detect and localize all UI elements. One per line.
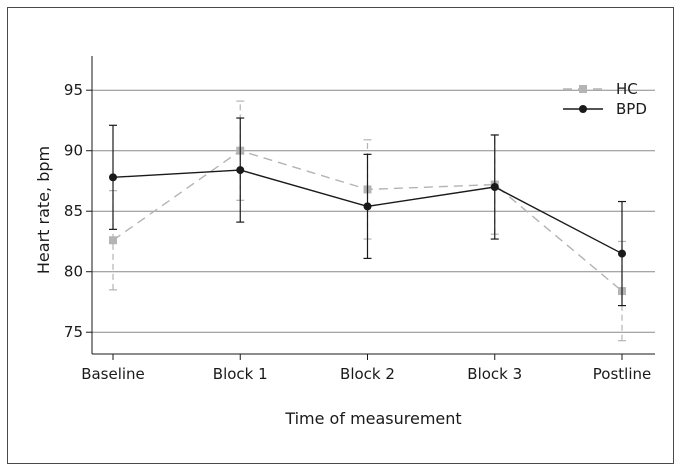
series-layer — [109, 100, 626, 342]
legend-label-bpd: BPD — [616, 100, 647, 118]
y-axis-title: Heart rate, bpm — [34, 146, 53, 274]
x-tick-label: Baseline — [81, 365, 145, 383]
y-tick-label: 75 — [64, 323, 83, 341]
data-point — [618, 249, 626, 258]
legend-marker-hc — [579, 85, 587, 93]
legend-label-hc: HC — [616, 80, 638, 98]
axes: 75 80 85 90 95 Baseline Block 1 Block 2 Block 3 P… — [64, 56, 655, 383]
x-axis-title: Time of measurement — [284, 409, 461, 428]
y-tick-label: 80 — [64, 263, 83, 281]
data-point — [109, 173, 117, 182]
series-bpd — [109, 117, 626, 307]
x-tick-label: Block 2 — [340, 365, 395, 383]
gridlines — [92, 89, 655, 333]
data-point — [109, 236, 117, 245]
y-tick-label: 90 — [64, 142, 83, 160]
chart-frame — [7, 7, 674, 464]
legend: HC BPD — [563, 80, 647, 118]
data-point — [236, 166, 245, 175]
data-point — [490, 183, 499, 192]
data-point — [363, 202, 372, 211]
y-tick-label: 95 — [64, 81, 83, 99]
x-tick-label: Block 3 — [467, 365, 522, 383]
y-tick-label: 85 — [64, 202, 83, 220]
legend-marker-bpd — [579, 105, 587, 113]
x-tick-label: Postline — [593, 365, 651, 383]
x-tick-label: Block 1 — [213, 365, 268, 383]
